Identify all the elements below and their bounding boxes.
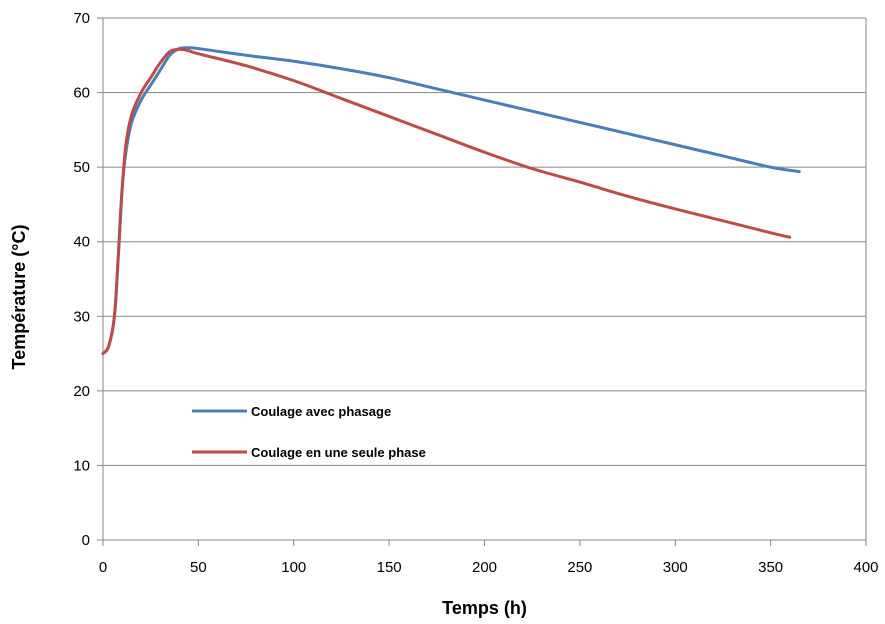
x-tick-label: 50 <box>190 559 207 576</box>
legend-label-coulage-une-seule-phase: Coulage en une seule phase <box>251 445 426 460</box>
x-tick-label: 350 <box>758 559 783 576</box>
y-tick-label: 30 <box>73 308 90 325</box>
x-axis-title: Temps (h) <box>442 598 527 618</box>
y-axis-title: Température (°C) <box>9 225 29 370</box>
y-axis-ticks: 0 10 20 30 40 50 60 70 <box>73 10 103 549</box>
y-tick-label: 20 <box>73 383 90 400</box>
x-tick-label: 150 <box>377 559 402 576</box>
legend-label-coulage-avec-phasage: Coulage avec phasage <box>251 404 391 419</box>
series-line-coulage-une-seule-phase <box>101 47 792 356</box>
x-tick-label: 0 <box>99 559 107 576</box>
x-tick-label: 100 <box>281 559 306 576</box>
x-tick-label: 400 <box>853 559 878 576</box>
gridlines <box>103 17 866 466</box>
x-axis-ticks: 0 50 100 150 200 250 300 350 400 <box>99 540 879 576</box>
plot-frame <box>102 18 867 541</box>
y-tick-label: 10 <box>73 457 90 474</box>
series-layer <box>101 46 801 356</box>
y-tick-label: 70 <box>73 10 90 27</box>
legend: Coulage avec phasage Coulage en une seul… <box>192 404 426 460</box>
series-line-coulage-avec-phasage <box>101 46 801 356</box>
x-tick-label: 250 <box>567 559 592 576</box>
y-tick-label: 40 <box>73 234 90 251</box>
y-tick-label: 0 <box>82 532 90 549</box>
x-tick-label: 300 <box>663 559 688 576</box>
x-tick-label: 200 <box>472 559 497 576</box>
y-tick-label: 50 <box>73 159 90 176</box>
y-tick-label: 60 <box>73 85 90 102</box>
